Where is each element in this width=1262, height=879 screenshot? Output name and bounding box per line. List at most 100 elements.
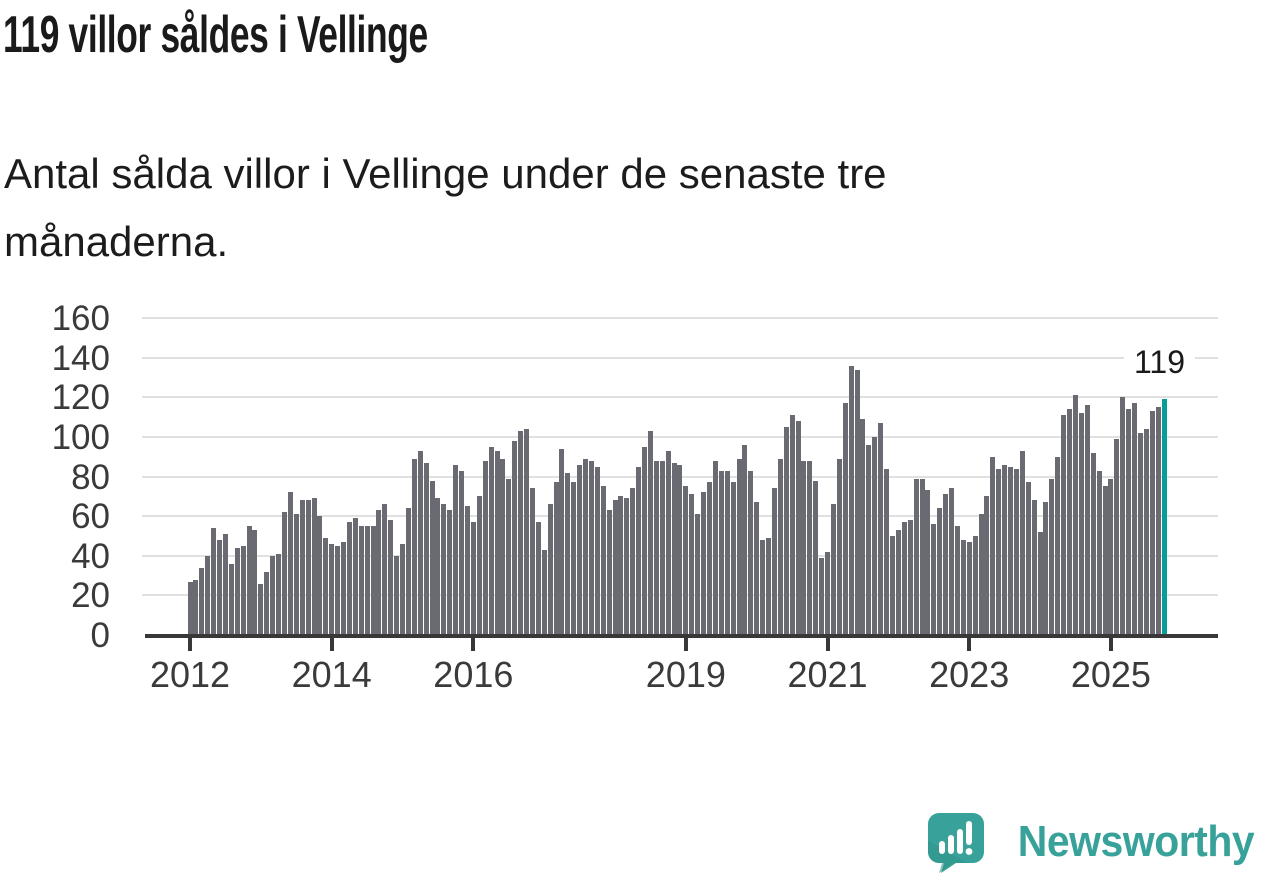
bar bbox=[547, 504, 553, 635]
bar bbox=[276, 553, 281, 635]
bar bbox=[1019, 450, 1025, 635]
bar bbox=[730, 482, 736, 635]
bar bbox=[960, 539, 966, 635]
bar bbox=[358, 526, 364, 635]
bar bbox=[382, 504, 388, 635]
bar bbox=[854, 369, 860, 635]
bar bbox=[553, 482, 559, 635]
bar bbox=[311, 498, 317, 635]
bar bbox=[388, 520, 394, 635]
brand-footer: Newsworthy bbox=[926, 811, 1254, 873]
gridline bbox=[142, 356, 1218, 359]
y-axis-tick-label: 120 bbox=[51, 378, 110, 418]
bar bbox=[606, 510, 612, 635]
x-axis-tick-label: 2023 bbox=[929, 654, 1010, 695]
bar bbox=[890, 535, 895, 635]
bar bbox=[895, 530, 901, 635]
bar bbox=[795, 421, 801, 635]
bar bbox=[429, 480, 435, 635]
y-axis-tick-label: 140 bbox=[51, 338, 110, 378]
bar bbox=[842, 403, 848, 635]
y-axis-tick-label: 160 bbox=[51, 299, 110, 338]
bar bbox=[364, 526, 370, 635]
bar bbox=[825, 551, 830, 635]
bar bbox=[299, 500, 305, 635]
bar bbox=[500, 458, 506, 635]
bar bbox=[341, 541, 346, 635]
bar bbox=[1067, 409, 1072, 635]
bar bbox=[541, 549, 547, 635]
bar bbox=[317, 516, 323, 635]
bar bbox=[258, 583, 264, 635]
bar bbox=[913, 478, 919, 635]
highlighted-bar bbox=[1161, 399, 1167, 635]
gridline bbox=[142, 435, 1218, 438]
bar bbox=[565, 472, 571, 635]
x-axis-tick-mark bbox=[329, 638, 334, 651]
bar bbox=[583, 458, 588, 635]
bar bbox=[1120, 397, 1126, 636]
bar bbox=[642, 446, 647, 635]
bar bbox=[884, 468, 890, 635]
bar bbox=[529, 488, 535, 635]
bar bbox=[193, 579, 199, 635]
bar bbox=[329, 543, 335, 635]
bar bbox=[1096, 470, 1102, 635]
bar bbox=[925, 490, 931, 635]
y-axis-tick-label: 0 bbox=[90, 616, 110, 655]
newsworthy-logo-icon bbox=[927, 813, 984, 873]
bar bbox=[695, 514, 701, 635]
bar bbox=[1102, 486, 1108, 635]
bar bbox=[346, 522, 352, 635]
bar bbox=[836, 458, 842, 635]
y-axis-tick-label: 40 bbox=[71, 536, 110, 576]
brand-name: Newsworthy bbox=[1017, 817, 1255, 866]
x-axis-tick-mark bbox=[471, 638, 476, 651]
bar bbox=[335, 545, 341, 635]
bar bbox=[966, 541, 972, 635]
bar bbox=[701, 492, 707, 636]
bar bbox=[187, 581, 193, 635]
bar bbox=[647, 430, 653, 635]
y-axis-tick-label: 60 bbox=[71, 497, 110, 537]
bar bbox=[1013, 468, 1019, 635]
bar bbox=[1084, 405, 1090, 635]
bar bbox=[370, 526, 376, 635]
bar bbox=[264, 571, 270, 635]
bar bbox=[1025, 482, 1031, 635]
bar bbox=[571, 482, 577, 635]
bar bbox=[624, 498, 630, 635]
subtitle-line-2: månaderna. bbox=[4, 218, 229, 266]
x-axis-tick-label: 2019 bbox=[645, 654, 726, 695]
bar bbox=[305, 500, 311, 635]
bar bbox=[907, 520, 913, 635]
bar bbox=[653, 460, 659, 635]
gridline bbox=[142, 317, 1218, 319]
bar bbox=[600, 486, 606, 635]
bar bbox=[1090, 452, 1096, 635]
bar bbox=[636, 466, 642, 635]
bar bbox=[405, 508, 411, 635]
subtitle-line-1: Antal sålda villor i Vellinge under de s… bbox=[4, 150, 887, 197]
bar bbox=[453, 464, 459, 635]
bar bbox=[524, 429, 529, 635]
bar bbox=[352, 518, 358, 635]
bar bbox=[949, 488, 954, 635]
bar bbox=[990, 456, 996, 635]
chart-subtitle: Antal sålda villor i Vellinge under de s… bbox=[4, 140, 887, 276]
bar bbox=[464, 506, 470, 635]
bar bbox=[577, 464, 583, 635]
bar bbox=[677, 464, 683, 635]
bar bbox=[293, 514, 299, 635]
x-axis-line bbox=[145, 634, 1218, 638]
bar bbox=[252, 530, 258, 635]
bar bbox=[217, 539, 222, 635]
x-axis-tick-mark bbox=[188, 638, 192, 651]
bar bbox=[535, 522, 541, 635]
bar bbox=[594, 466, 600, 635]
bar bbox=[228, 563, 234, 635]
bar bbox=[1108, 478, 1114, 635]
bar bbox=[742, 444, 748, 635]
bar bbox=[718, 470, 724, 635]
